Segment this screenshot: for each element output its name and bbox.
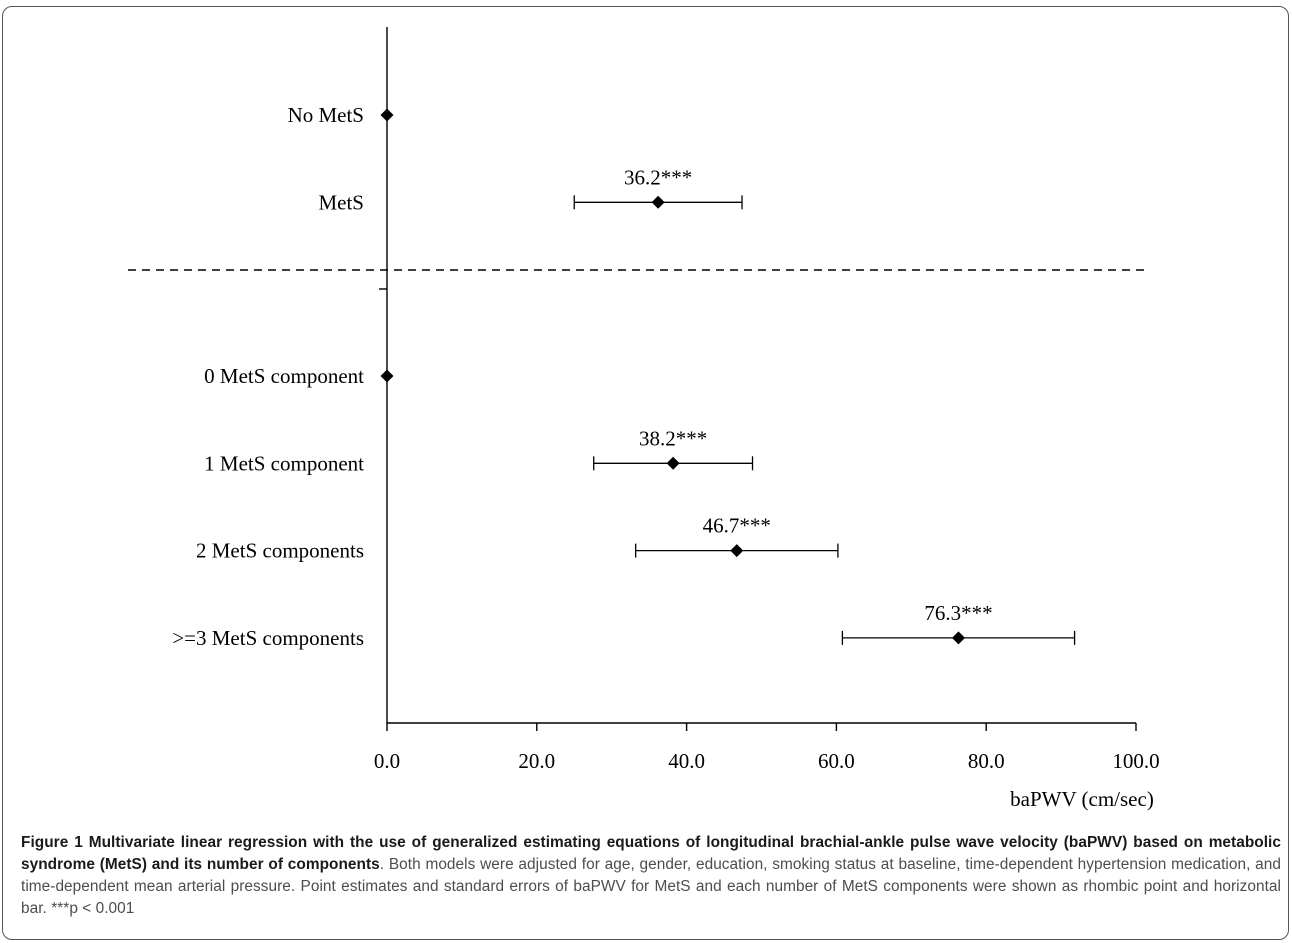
x-tick-label: 0.0 [374,749,400,773]
estimate-label: 46.7*** [703,514,771,538]
x-axis-label: baPWV (cm/sec) [1010,787,1154,811]
point-estimate-diamond [380,108,394,122]
x-tick-label: 80.0 [968,749,1005,773]
point-estimate-diamond [951,631,965,645]
point-estimate-diamond [651,195,665,209]
x-tick-label: 60.0 [818,749,855,773]
point-estimate-diamond [666,456,680,470]
caption-lead: Figure 1 Multivariate linear regression … [21,834,1281,873]
estimate-label: 36.2*** [624,165,692,189]
row-label: No MetS [288,103,364,127]
forest-plot: 0.0 20.0 40.0 60.0 80.0 100.0 baPWV (cm/sec) No… [128,27,1160,811]
row-label: 2 MetS components [196,539,364,563]
point-estimate-diamond [730,544,744,558]
figure-frame [2,6,1289,940]
estimate-label: 76.3*** [924,601,992,625]
row-label: MetS [318,190,364,214]
x-tick-label: 40.0 [668,749,705,773]
point-estimate-diamond [380,369,394,383]
row-label: 1 MetS component [204,451,364,475]
row-label: >=3 MetS components [172,626,364,650]
row-label: 0 MetS component [204,364,364,388]
figure-caption: Figure 1 Multivariate linear regression … [21,832,1281,920]
caption-body: . Both models were adjusted for age, gen… [21,856,1281,917]
x-tick-label: 20.0 [518,749,555,773]
estimate-label: 38.2*** [639,426,707,450]
x-tick-label: 100.0 [1112,749,1159,773]
